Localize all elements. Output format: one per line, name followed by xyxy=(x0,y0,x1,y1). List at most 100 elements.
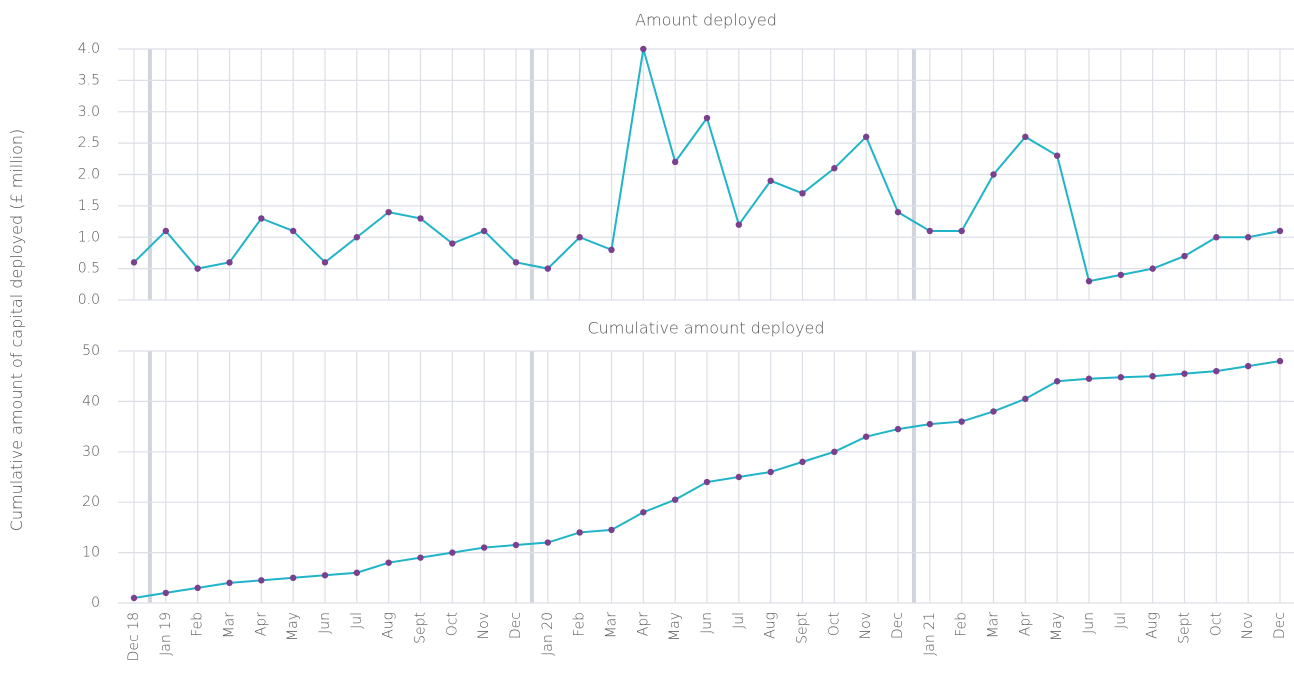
point xyxy=(671,158,679,166)
y-tick-label: 30 xyxy=(82,444,100,460)
point xyxy=(353,569,361,576)
point xyxy=(258,215,265,222)
x-tick-label: Aug xyxy=(1145,612,1161,639)
point xyxy=(1085,277,1093,285)
point xyxy=(1022,133,1029,141)
point xyxy=(799,190,806,197)
x-tick-label: May xyxy=(1049,612,1065,641)
point xyxy=(958,418,965,425)
point xyxy=(194,584,201,592)
point xyxy=(862,433,870,440)
x-tick-label: Jul xyxy=(731,612,747,629)
point xyxy=(576,529,583,536)
x-tick-label: May xyxy=(285,612,301,641)
y-tick-label: 1.0 xyxy=(78,229,100,245)
x-tick-label: Aug xyxy=(763,612,779,639)
point xyxy=(1053,152,1061,159)
point xyxy=(544,265,552,272)
point xyxy=(1276,227,1284,235)
point xyxy=(130,259,138,266)
x-tick-label: Oct xyxy=(444,612,460,636)
point xyxy=(1149,265,1156,272)
point xyxy=(703,114,711,122)
x-tick-label: Jun xyxy=(699,612,715,634)
point xyxy=(544,539,552,546)
point xyxy=(1181,252,1188,260)
point xyxy=(1181,370,1188,377)
point xyxy=(512,259,520,266)
point xyxy=(162,589,170,597)
x-tick-label: Apr xyxy=(253,612,269,636)
x-tick-label: Feb xyxy=(954,612,970,637)
point xyxy=(894,425,902,433)
x-tick-label: Dec xyxy=(1272,612,1288,639)
point xyxy=(480,544,488,551)
point xyxy=(831,165,838,172)
y-tick-label: 50 xyxy=(82,343,100,359)
point xyxy=(1276,357,1284,365)
point xyxy=(640,509,647,516)
point xyxy=(1213,367,1220,375)
x-tick-label: Sept xyxy=(795,612,811,644)
point xyxy=(480,227,488,235)
point xyxy=(449,549,456,556)
point xyxy=(1149,373,1156,380)
y-tick-label: 40 xyxy=(82,393,100,409)
point xyxy=(226,579,233,587)
x-tick-label: Feb xyxy=(572,612,588,637)
x-tick-label: May xyxy=(667,612,683,641)
point xyxy=(799,458,806,466)
point xyxy=(321,572,329,579)
x-tick-label: Jul xyxy=(349,612,365,629)
x-tick-label: Mar xyxy=(986,612,1002,639)
point xyxy=(1244,234,1252,241)
y-tick-label: 3.5 xyxy=(78,72,100,88)
chart-title: Amount deployed xyxy=(635,11,777,30)
point xyxy=(1117,271,1125,279)
x-tick-label: Jun xyxy=(1081,612,1097,634)
point xyxy=(226,259,233,266)
point xyxy=(1117,374,1125,381)
point xyxy=(162,227,170,235)
x-tick-label: Nov xyxy=(1240,612,1256,639)
x-tick-label: Nov xyxy=(476,612,492,639)
y-tick-label: 4.0 xyxy=(78,41,100,57)
point xyxy=(385,208,392,216)
point xyxy=(735,221,743,228)
point xyxy=(449,240,456,247)
x-tick-label: Dec xyxy=(508,612,524,639)
y-tick-label: 2.5 xyxy=(78,135,100,151)
point xyxy=(926,227,934,235)
point xyxy=(831,448,838,455)
point xyxy=(512,541,520,549)
point xyxy=(417,215,424,222)
point xyxy=(862,133,870,141)
point xyxy=(703,478,711,486)
x-tick-label: Feb xyxy=(190,612,206,637)
point xyxy=(608,246,615,253)
x-tick-label: Dec 18 xyxy=(126,612,142,661)
x-tick-label: Jan 21 xyxy=(922,612,938,656)
point xyxy=(640,45,647,53)
y-axis-label: Cumulative amount of capital deployed (£… xyxy=(7,129,26,532)
point xyxy=(1213,234,1220,241)
x-tick-label: Jul xyxy=(1113,612,1129,629)
point xyxy=(1085,375,1093,382)
x-tick-label: Mar xyxy=(222,612,238,639)
point xyxy=(1053,378,1061,385)
y-tick-label: 0.5 xyxy=(78,261,100,277)
x-tick-label: Mar xyxy=(604,612,620,639)
point xyxy=(958,227,965,235)
y-tick-label: 0 xyxy=(91,595,100,611)
point xyxy=(353,234,361,241)
x-tick-label: Jan 19 xyxy=(158,612,174,656)
y-tick-label: 3.0 xyxy=(78,104,100,120)
y-tick-label: 2.0 xyxy=(78,167,100,183)
x-tick-label: Oct xyxy=(1208,612,1224,636)
y-tick-label: 10 xyxy=(82,545,100,561)
point xyxy=(1022,395,1029,403)
point xyxy=(194,265,201,272)
x-tick-label: Sept xyxy=(1177,612,1193,644)
point xyxy=(926,420,934,428)
